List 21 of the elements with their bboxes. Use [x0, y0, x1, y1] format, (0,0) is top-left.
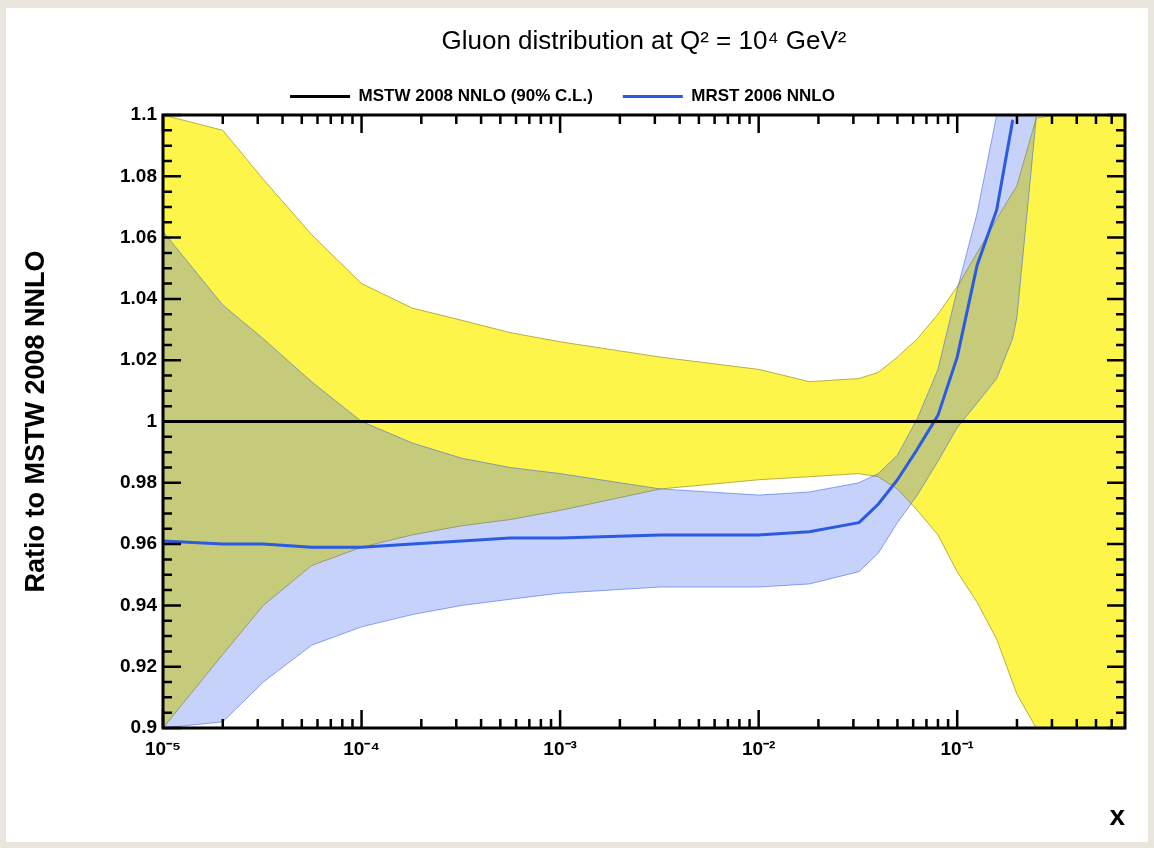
y-tick-label: 1.08 [120, 164, 157, 186]
y-tick-label: 1 [146, 409, 158, 431]
x-tick-label: 10⁻² [741, 737, 776, 759]
y-axis-title: Ratio to MSTW 2008 NNLO [19, 250, 50, 593]
y-tick-label: 1.1 [130, 103, 158, 125]
x-tick-label: 10⁻³ [543, 737, 577, 759]
y-tick-label: 1.04 [120, 287, 158, 309]
y-tick-label: 0.98 [120, 471, 157, 493]
legend-label: MRST 2006 NNLO [691, 86, 835, 106]
legend-label: MSTW 2008 NNLO (90% C.L.) [358, 86, 593, 106]
x-tick-label: 10⁻¹ [940, 737, 974, 759]
y-tick-label: 0.92 [120, 654, 157, 676]
y-tick-label: 0.96 [120, 532, 157, 554]
y-tick-label: 1.02 [120, 348, 157, 370]
y-tick-label: 1.06 [120, 225, 157, 247]
chart-title: Gluon distribution at Q² = 10⁴ GeV² [441, 25, 847, 56]
x-tick-label: 10⁻⁵ [144, 737, 182, 759]
y-tick-label: 0.94 [120, 593, 158, 615]
y-tick-label: 0.9 [130, 716, 157, 738]
x-tick-label: 10⁻⁴ [343, 737, 380, 759]
x-axis-title: x [1109, 799, 1126, 831]
